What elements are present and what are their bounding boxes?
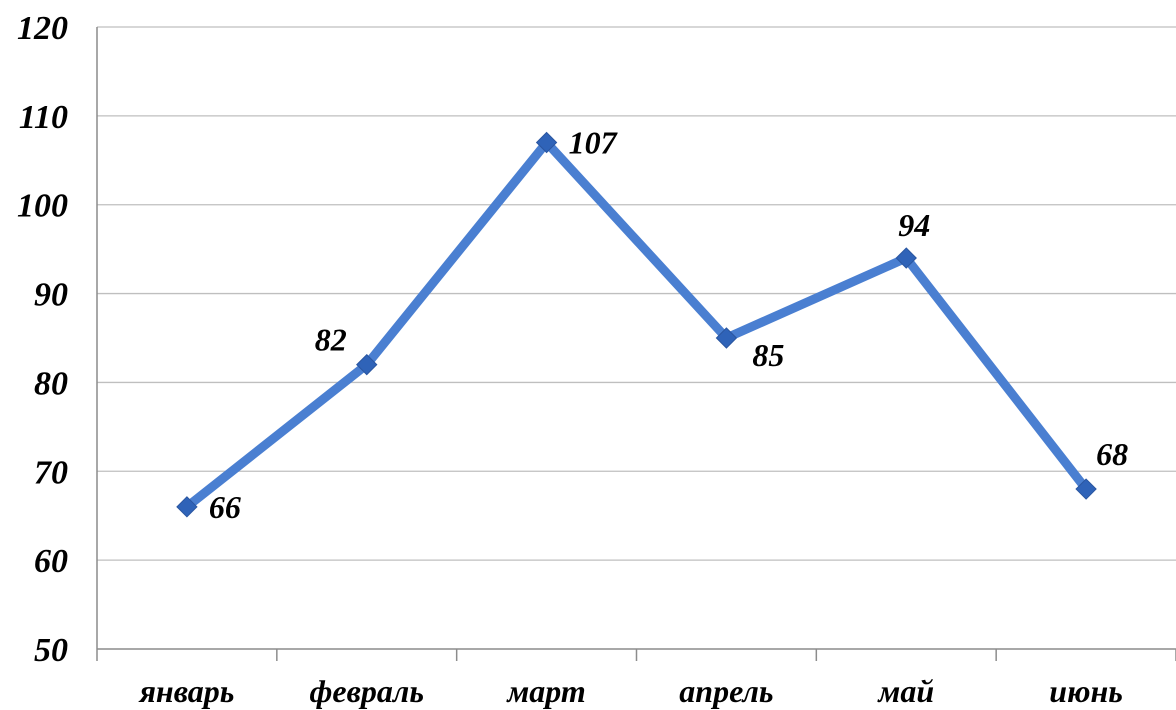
data-label: 85 [752, 337, 784, 373]
x-tick-label: январь [138, 673, 234, 709]
y-tick-label: 70 [34, 454, 68, 491]
x-tick-label: февраль [310, 673, 424, 709]
series-line [182, 135, 1091, 512]
x-tick-label: май [876, 673, 934, 709]
y-tick-label: 90 [34, 277, 68, 314]
data-point [535, 131, 558, 154]
data-labels: 66 82 107 85 94 68 [209, 125, 1128, 525]
y-tick-label: 50 [34, 632, 68, 669]
y-tick-label: 110 [19, 99, 68, 136]
x-axis: январь февраль март апрель май июнь [96, 649, 1176, 709]
data-label: 107 [569, 125, 619, 161]
y-tick-label: 80 [34, 365, 68, 402]
data-label: 68 [1096, 436, 1128, 472]
data-point [176, 496, 198, 518]
x-tick-label: апрель [679, 673, 773, 709]
x-tick-label: март [505, 673, 585, 709]
data-point [895, 247, 917, 269]
data-label: 66 [209, 489, 241, 525]
x-tick-label: июнь [1049, 673, 1123, 709]
y-tick-label: 120 [17, 10, 68, 47]
data-label: 82 [315, 322, 347, 358]
series-layer [176, 131, 1097, 518]
data-point [356, 353, 378, 376]
gridlines [97, 26, 1176, 650]
data-label: 94 [898, 207, 930, 243]
data-point [1075, 478, 1097, 500]
y-axis: 50 60 70 80 90 100 110 120 [17, 10, 98, 669]
data-point [715, 327, 738, 349]
y-tick-label: 100 [17, 188, 68, 225]
y-tick-label: 60 [34, 543, 68, 580]
